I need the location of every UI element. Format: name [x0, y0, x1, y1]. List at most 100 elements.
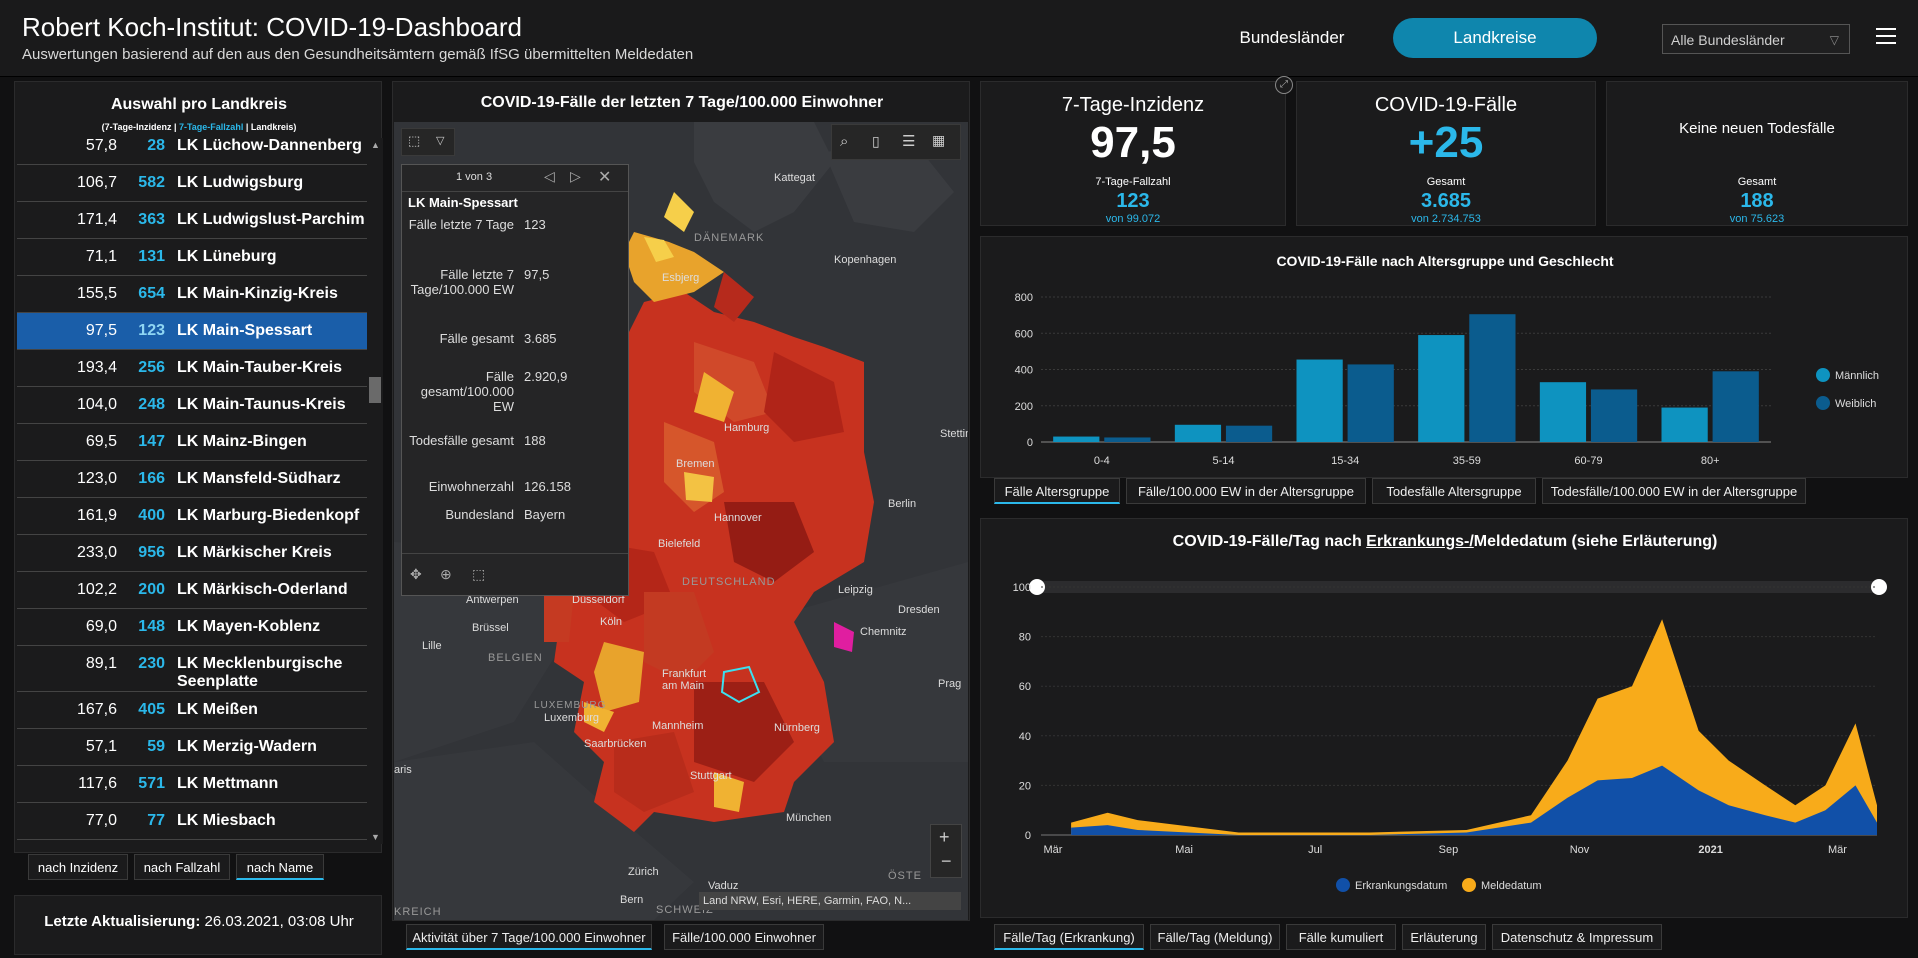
- age-bar[interactable]: [1712, 371, 1759, 442]
- incidence-value: 97,5: [1090, 118, 1176, 167]
- age-bar[interactable]: [1347, 364, 1394, 442]
- x-tick-label: Sep: [1439, 844, 1459, 856]
- popup-field-label: Fälle gesamt/100.000 EW: [420, 369, 514, 414]
- district-row[interactable]: 193,4 256 LK Main-Tauber-Kreis: [17, 350, 367, 387]
- state-select[interactable]: Alle Bundesländer ▽: [1662, 24, 1850, 54]
- district-row[interactable]: 123,0 166 LK Mansfeld-Südharz: [17, 461, 367, 498]
- chart-tab[interactable]: Fälle Altersgruppe: [994, 478, 1120, 504]
- age-bar[interactable]: [1174, 424, 1222, 442]
- zoom-out-icon[interactable]: −: [941, 851, 952, 871]
- age-bar[interactable]: [1590, 389, 1638, 442]
- select-feature-icon[interactable]: ⬚: [472, 566, 486, 582]
- age-bar[interactable]: [1539, 382, 1587, 442]
- map-label: Berlin: [888, 498, 917, 510]
- popup-field-label: Bundesland: [445, 507, 514, 522]
- district-row[interactable]: 69,5 147 LK Mainz-Bingen: [17, 424, 367, 461]
- select-tool-button[interactable]: ⬚ ▽: [401, 128, 455, 156]
- district-row[interactable]: 155,5 654 LK Main-Kinzig-Kreis: [17, 276, 367, 313]
- legend-swatch: [1462, 878, 1476, 892]
- hamburger-menu-icon[interactable]: [1876, 28, 1896, 46]
- range-slider-start-handle[interactable]: [1029, 579, 1045, 595]
- basemap-gallery-icon[interactable]: ▦: [932, 132, 946, 148]
- sort-by-name-button[interactable]: nach Name: [236, 854, 324, 880]
- pan-icon[interactable]: ✥: [410, 566, 422, 582]
- age-bar[interactable]: [1104, 437, 1151, 442]
- district-row[interactable]: 171,4 363 LK Ludwigslust-Parchim: [17, 202, 367, 239]
- list-scrollbar[interactable]: ▲ ▼: [367, 138, 383, 844]
- select-icon: ⬚: [408, 133, 421, 148]
- chart-tab[interactable]: Todesfälle Altersgruppe: [1372, 478, 1536, 504]
- map-label: Bielefeld: [658, 538, 701, 550]
- age-chart[interactable]: 0 200 400 600 800 0-4 5-14 15-34 35-59 60-79 80+ Mä…: [981, 237, 1907, 477]
- district-list: 57,8 28 LK Lüchow-Dannenberg 106,7 582 LK Lud…: [17, 138, 367, 848]
- cases-country-total: von 2.734.753: [1411, 213, 1481, 225]
- district-row[interactable]: 89,1 230 LK Mecklenburgische Seenplatte: [17, 646, 367, 692]
- district-row[interactable]: 233,0 956 LK Märkischer Kreis: [17, 535, 367, 572]
- district-row[interactable]: 97,5 123 LK Main-Spessart: [17, 313, 367, 350]
- y-tick-label: 40: [1019, 731, 1031, 743]
- chart-tab[interactable]: Todesfälle/100.000 EW in der Altersgrupp…: [1542, 478, 1806, 504]
- map-label: LUXEMBURG: [534, 700, 607, 711]
- next-icon[interactable]: ▷: [570, 168, 581, 184]
- chart-tab[interactable]: Fälle/100.000 EW in der Altersgruppe: [1126, 478, 1366, 504]
- states-button[interactable]: Bundesländer: [1239, 28, 1345, 47]
- close-icon[interactable]: ✕: [598, 169, 612, 186]
- district-row[interactable]: 69,0 148 LK Mayen-Koblenz: [17, 609, 367, 646]
- row-case-count: 256: [138, 359, 165, 376]
- chart-tab[interactable]: Erläuterung: [1402, 924, 1486, 950]
- zoom-in-icon[interactable]: +: [939, 827, 950, 847]
- sort-by-cases-button[interactable]: nach Fallzahl: [134, 854, 230, 880]
- bookmark-icon[interactable]: ▯: [872, 133, 880, 149]
- chart-tab[interactable]: Datenschutz & Impressum: [1492, 924, 1662, 950]
- district-row[interactable]: 57,8 28 LK Lüchow-Dannenberg: [17, 138, 367, 165]
- age-bar[interactable]: [1225, 425, 1273, 442]
- zoom-to-icon[interactable]: ⊕: [440, 566, 452, 582]
- row-district-name: LK Main-Taunus-Kreis: [177, 396, 346, 413]
- search-icon[interactable]: ⌕: [840, 133, 849, 150]
- chart-tab[interactable]: Fälle/Tag (Meldung): [1150, 924, 1280, 950]
- map-view[interactable]: Kattegat DÄNEMARK Kopenhagen Esbjerg Ham…: [394, 122, 968, 920]
- map-label: Köln: [600, 616, 623, 628]
- range-slider-track[interactable]: [1035, 581, 1883, 593]
- scroll-down-icon[interactable]: ▼: [371, 832, 380, 842]
- map-attribution[interactable]: Land NRW, Esri, HERE, Garmin, FAO, N...: [699, 892, 961, 910]
- scroll-up-icon[interactable]: ▲: [371, 140, 380, 150]
- age-bar[interactable]: [1053, 436, 1100, 442]
- previous-icon[interactable]: ◁: [544, 168, 555, 184]
- sort-by-incidence-button[interactable]: nach Inzidenz: [28, 854, 128, 880]
- expand-icon[interactable]: ⤢: [1275, 76, 1293, 94]
- district-row[interactable]: 71,1 131 LK Lüneburg: [17, 239, 367, 276]
- x-tick-label: 0-4: [1094, 455, 1110, 467]
- row-incidence: 155,5: [76, 285, 117, 302]
- scroll-thumb[interactable]: [369, 377, 381, 403]
- map-label: Kattegat: [774, 172, 815, 184]
- tab-cases-per-100k[interactable]: Fälle/100.000 Einwohner: [664, 924, 824, 950]
- district-row[interactable]: 106,7 582 LK Ludwigsburg: [17, 165, 367, 202]
- y-tick-label: 200: [1015, 401, 1033, 413]
- range-slider-end-handle[interactable]: [1871, 579, 1887, 595]
- map-label: Dresden: [898, 604, 940, 616]
- age-bar[interactable]: [1469, 314, 1516, 442]
- age-bar[interactable]: [1661, 407, 1708, 442]
- series-area[interactable]: [1071, 619, 1877, 835]
- district-row[interactable]: 161,9 400 LK Marburg-Biedenkopf: [17, 498, 367, 535]
- tab-activity[interactable]: Aktivität über 7 Tage/100.000 Einwohner: [406, 924, 652, 950]
- age-bar[interactable]: [1418, 335, 1465, 442]
- series-area[interactable]: [1071, 765, 1877, 835]
- district-row[interactable]: 167,6 405 LK Meißen: [17, 692, 367, 729]
- chart-tab[interactable]: Fälle/Tag (Erkrankung): [994, 924, 1144, 950]
- district-row[interactable]: 102,2 200 LK Märkisch-Oderland: [17, 572, 367, 609]
- districts-button[interactable]: Landkreise: [1393, 18, 1597, 58]
- age-bar[interactable]: [1296, 359, 1343, 442]
- district-row[interactable]: 77,0 77 LK Miesbach: [17, 803, 367, 840]
- x-tick-label: 35-59: [1453, 455, 1481, 467]
- district-row[interactable]: 104,0 248 LK Main-Taunus-Kreis: [17, 387, 367, 424]
- district-row[interactable]: 57,1 59 LK Merzig-Wadern: [17, 729, 367, 766]
- incidence-total: von 99.072: [1105, 213, 1161, 225]
- chart-tab[interactable]: Fälle kumuliert: [1286, 924, 1396, 950]
- time-chart[interactable]: 0 20 40 60 80 100 Mär Mai Jul Sep Nov 2021 Mär Erkran…: [981, 519, 1907, 917]
- layer-list-icon[interactable]: ☰: [902, 133, 916, 150]
- popup-field-value: 97,5: [524, 267, 550, 282]
- district-row[interactable]: 117,6 571 LK Mettmann: [17, 766, 367, 803]
- row-district-name: LK Mayen-Koblenz: [177, 618, 321, 635]
